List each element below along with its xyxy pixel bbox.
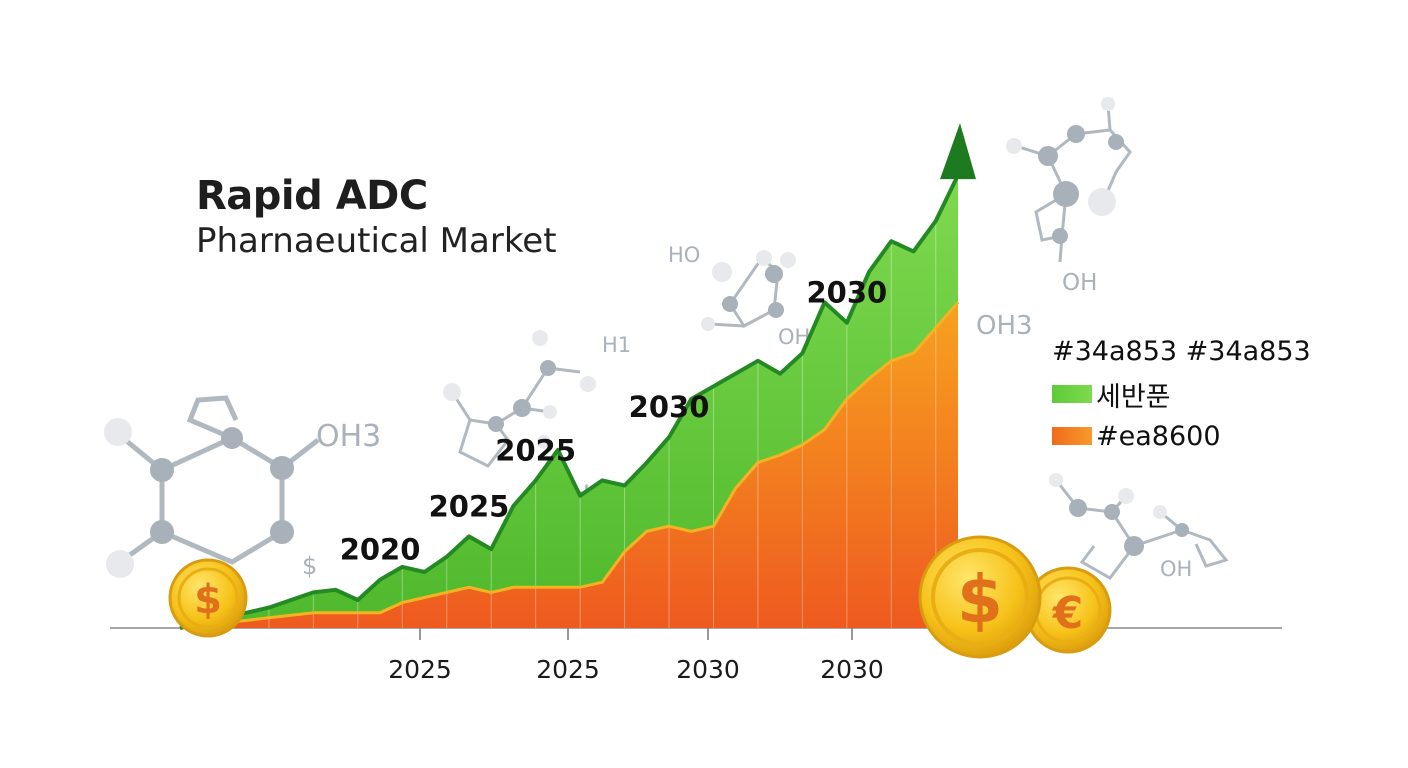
point-label: 2030 xyxy=(806,276,887,310)
legend-swatch-green xyxy=(1052,385,1092,403)
svg-text:$: $ xyxy=(957,561,1003,638)
series-line-orange xyxy=(179,301,960,630)
chart-subtitle: Pharnaeutical Market xyxy=(196,221,557,261)
x-tick-label: 2025 xyxy=(388,655,452,684)
molecule-ring-icon xyxy=(701,250,796,331)
molecule-middle-icon xyxy=(443,330,596,468)
title-block: Rapid ADC Pharnaeutical Market xyxy=(196,172,557,262)
annotation-h1: H1 xyxy=(602,333,631,357)
annotation-oh-bottom: OH xyxy=(1160,557,1192,581)
legend-item-orange: #ea8600 xyxy=(1052,415,1311,457)
annotation-dollar-small: $ xyxy=(302,552,317,580)
molecule-left-icon xyxy=(104,395,320,578)
svg-text:€: € xyxy=(1052,588,1084,639)
legend-swatch-orange xyxy=(1052,427,1092,445)
legend: #34a853 #34a853 세반푼 #ea8600 xyxy=(1052,336,1311,457)
legend-item-green: 세반푼 xyxy=(1052,373,1311,415)
point-label: 2020 xyxy=(340,533,421,567)
point-label: 2025 xyxy=(429,489,510,523)
molecule-decorations xyxy=(104,97,1229,580)
legend-label-orange: #ea8600 xyxy=(1096,420,1221,452)
point-label: 2025 xyxy=(495,433,576,467)
molecule-bottom-right-icon xyxy=(1049,473,1229,580)
chart-title: Rapid ADC xyxy=(196,173,428,219)
annotation-oh-top: OH xyxy=(1062,270,1097,296)
coin-dollar-big-icon: $ xyxy=(918,535,1042,659)
series-line-green xyxy=(179,174,960,630)
series-area-orange xyxy=(180,302,958,628)
coin-left-icon: $ xyxy=(168,558,248,638)
x-tick-label: 2025 xyxy=(536,655,600,684)
annotation-oh3-right: OH3 xyxy=(976,311,1033,341)
point-label: 2030 xyxy=(629,390,710,424)
legend-title: #34a853 #34a853 xyxy=(1052,336,1311,367)
growth-arrow-icon xyxy=(940,123,976,180)
annotation-ho: HO xyxy=(668,243,700,267)
svg-text:$: $ xyxy=(194,577,222,623)
x-tick-label: 2030 xyxy=(676,655,740,684)
annotation-oh3-left: OH3 xyxy=(316,419,381,454)
molecule-top-right-icon xyxy=(1006,97,1132,263)
legend-label-green: 세반푼 xyxy=(1096,381,1171,413)
x-tick-label: 2030 xyxy=(820,655,884,684)
